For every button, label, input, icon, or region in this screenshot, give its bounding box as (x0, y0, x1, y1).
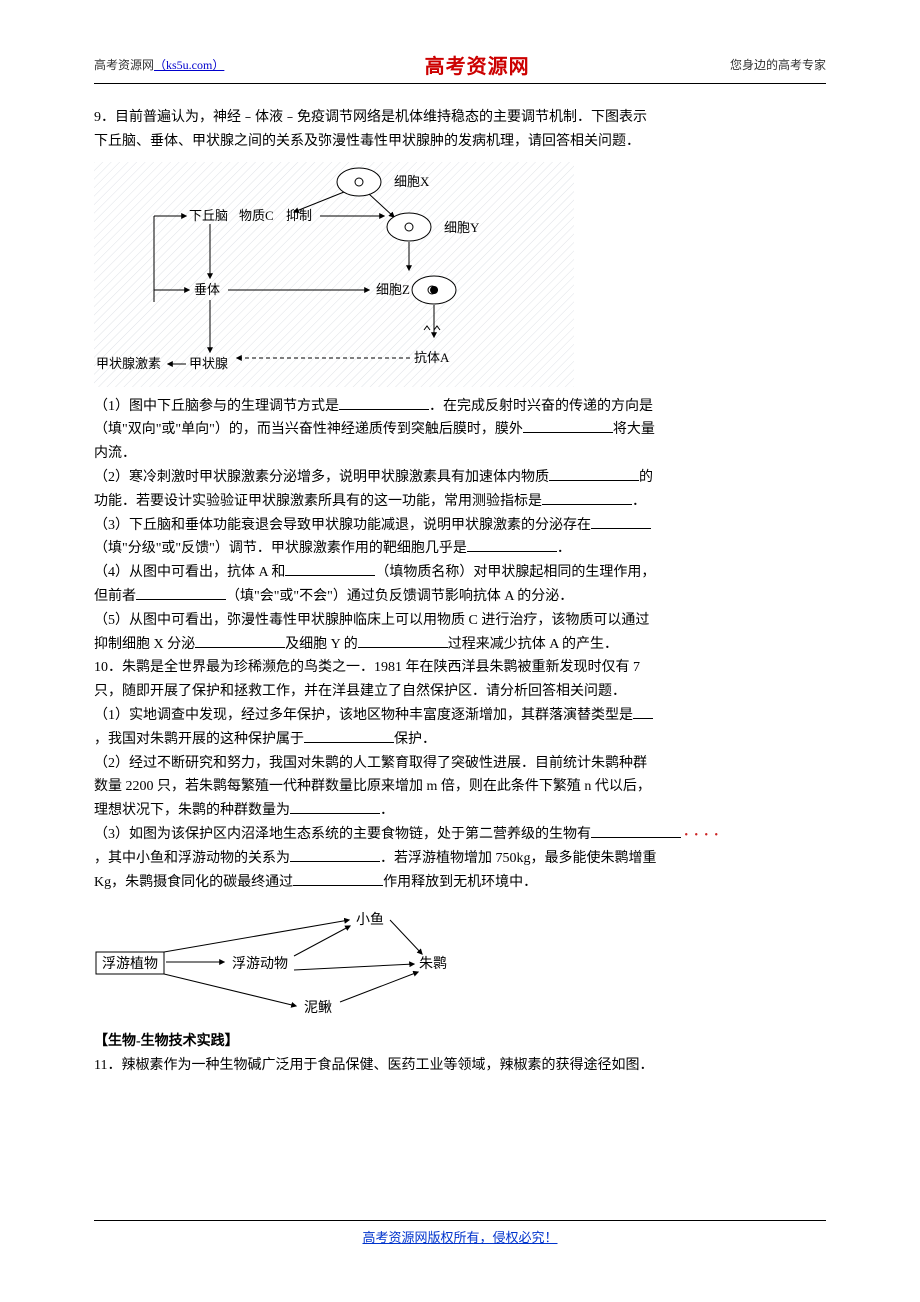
page-header: 高考资源网（ks5u.com） 高考资源网 您身边的高考专家 (94, 50, 826, 84)
label-thyroid: 甲状腺 (189, 356, 228, 371)
label-loach: 泥鳅 (304, 1000, 332, 1016)
q9-4-line2: 但前者（填"会"或"不会"）通过负反馈调节影响抗体 A 的分泌． (94, 585, 826, 609)
footer-copyright: 高考资源网版权所有，侵权必究！ (362, 1230, 557, 1245)
header-domain-link[interactable]: （ks5u.com） (154, 58, 224, 72)
label-thyroid-hormone: 甲状腺激素 (96, 356, 161, 371)
q9-5-line1: （5）从图中可看出，弥漫性毒性甲状腺肿临床上可以用物质 C 进行治疗，该物质可以… (94, 609, 826, 633)
q9-intro-line1: 9．目前普遍认为，神经﹣体液﹣免疫调节网络是机体维持稳态的主要调节机制．下图表示 (94, 106, 826, 130)
blank (304, 729, 394, 743)
blank (591, 824, 681, 838)
q10-intro-line2: 只，随即开展了保护和拯救工作，并在洋县建立了自然保护区．请分析回答相关问题． (94, 680, 826, 704)
q10-3-line2: ，其中小鱼和浮游动物的关系为．若浮游植物增加 750kg，最多能使朱鹮增重 (94, 847, 826, 871)
blank (293, 872, 383, 886)
q10-1-line1: （1）实地调查中发现，经过多年保护，该地区物种丰富度逐渐增加，其群落演替类型是 (94, 704, 826, 728)
q9-3-line2: （填"分级"或"反馈"）调节．甲状腺激素作用的靶细胞几乎是． (94, 537, 826, 561)
label-antibody-a: 抗体A (414, 350, 450, 365)
label-inhibit: 抑制 (286, 208, 312, 223)
blank (195, 634, 285, 648)
blank (467, 538, 557, 552)
section-heading: 【生物-生物技术实践】 (94, 1030, 826, 1054)
q10-3-line1: （3）如图为该保护区内沼泽地生态系统的主要食物链，处于第二营养级的生物有 • •… (94, 823, 826, 847)
q9-1-line3: 内流． (94, 442, 826, 466)
label-hypothalamus: 下丘脑 (189, 208, 228, 223)
label-plankton-plant: 浮游植物 (102, 956, 158, 972)
q9-5-line2: 抑制细胞 X 分泌及细胞 Y 的过程来减少抗体 A 的产生． (94, 633, 826, 657)
label-pituitary: 垂体 (194, 282, 220, 297)
blank (290, 800, 380, 814)
header-center-title: 高考资源网 (425, 50, 530, 79)
q10-food-web-diagram: 浮游植物 浮游动物 小鱼 泥鳅 朱鹮 людей людей (94, 902, 826, 1022)
label-substance-c: 物质C (239, 208, 274, 223)
blank (523, 419, 613, 433)
label-cell-z: 细胞Z (376, 282, 410, 297)
q9-2-line2: 功能．若要设计实验验证甲状腺激素所具有的这一功能，常用测验指标是． (94, 490, 826, 514)
label-small-fish: 小鱼 (356, 911, 384, 928)
label-ibis: 朱鹮 (419, 955, 447, 972)
q9-diagram: 细胞X 下丘脑 物质C 抑制 细胞Y 垂体 (94, 162, 826, 387)
q10-intro-line1: 10．朱鹮是全世界最为珍稀濒危的鸟类之一．1981 年在陕西洋县朱鹮被重新发现时… (94, 656, 826, 680)
blank (549, 467, 639, 481)
page-footer: 高考资源网版权所有，侵权必究！ (0, 1220, 920, 1247)
label-cell-x: 细胞X (394, 174, 430, 189)
q10-2-line3: 理想状况下，朱鹮的种群数量为． (94, 799, 826, 823)
header-right-slogan: 您身边的高考专家 (730, 56, 826, 73)
blank (290, 848, 380, 862)
blank (136, 586, 226, 600)
red-dots-icon: • • • • (685, 830, 721, 841)
q9-2-line1: （2）寒冷刺激时甲状腺激素分泌增多，说明甲状腺激素具有加速体内物质的 (94, 466, 826, 490)
q9-4-line1: （4）从图中可看出，抗体 A 和（填物质名称）对甲状腺起相同的生理作用， (94, 561, 826, 585)
footer-divider (94, 1220, 826, 1221)
q9-3-line1: （3）下丘脑和垂体功能衰退会导致甲状腺功能减退，说明甲状腺激素的分泌存在 (94, 514, 826, 538)
blank (633, 705, 653, 719)
document-body: 9．目前普遍认为，神经﹣体液﹣免疫调节网络是机体维持稳态的主要调节机制．下图表示… (94, 106, 826, 1078)
q10-1-line2: ，我国对朱鹮开展的这种保护属于保护． (94, 728, 826, 752)
q10-2-line2: 数量 2200 只，若朱鹮每繁殖一代种群数量比原来增加 m 倍，则在此条件下繁殖… (94, 775, 826, 799)
header-left: 高考资源网（ks5u.com） (94, 56, 224, 73)
label-plankton-animal: 浮游动物 (232, 956, 288, 972)
q11-intro: 11．辣椒素作为一种生物碱广泛用于食品保健、医药工业等领域，辣椒素的获得途径如图… (94, 1054, 826, 1078)
blank (358, 634, 448, 648)
q9-1-line1: （1）图中下丘脑参与的生理调节方式是．在完成反射时兴奋的传递的方向是 (94, 395, 826, 419)
label-cell-y: 细胞Y (444, 220, 480, 235)
q10-3-line3: Kg，朱鹮摄食同化的碳最终通过作用释放到无机环境中． (94, 871, 826, 895)
blank (542, 491, 632, 505)
q10-2-line1: （2）经过不断研究和努力，我国对朱鹮的人工繁育取得了突破性进展．目前统计朱鹮种群 (94, 752, 826, 776)
blank (285, 562, 375, 576)
header-site-name: 高考资源网 (94, 58, 154, 72)
q9-1-line2: （填"双向"或"单向"）的，而当兴奋性神经递质传到突触后膜时，膜外将大量 (94, 418, 826, 442)
blank (591, 515, 651, 529)
q9-intro-line2: 下丘脑、垂体、甲状腺之间的关系及弥漫性毒性甲状腺肿的发病机理，请回答相关问题． (94, 130, 826, 154)
blank (339, 396, 429, 410)
